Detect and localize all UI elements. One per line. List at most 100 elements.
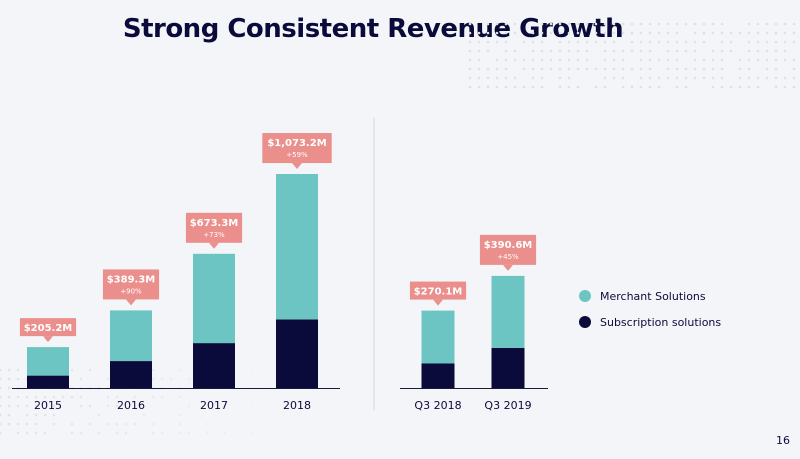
decor-dot — [694, 50, 697, 53]
decor-dot — [712, 86, 715, 89]
decor-dot — [107, 396, 110, 399]
decor-dot — [541, 23, 544, 26]
decor-dot — [613, 41, 616, 44]
decor-dot — [523, 41, 526, 44]
decor-dot — [134, 396, 137, 399]
decor-dot — [478, 77, 481, 80]
bar-merchant — [422, 311, 455, 364]
decor-dot — [559, 32, 562, 35]
decor-dot — [667, 41, 670, 44]
decor-dot — [649, 77, 652, 80]
decor-dot — [775, 77, 778, 80]
decor-dot — [667, 50, 670, 53]
decor-dot — [622, 86, 625, 89]
decor-dot — [622, 50, 625, 53]
decor-dot — [514, 23, 517, 26]
decor-dot — [215, 396, 218, 399]
bar-subscription — [110, 361, 152, 388]
decor-dot — [658, 86, 661, 89]
callout-pointer — [433, 300, 443, 306]
decor-dot — [595, 32, 598, 35]
decor-dot — [260, 369, 263, 372]
decor-dot — [721, 59, 724, 62]
decor-dot — [784, 86, 787, 89]
decor-dot — [152, 423, 155, 426]
decor-dot — [505, 86, 508, 89]
decor-dot — [730, 32, 733, 35]
decor-dot — [532, 41, 535, 44]
legend-label: Merchant Solutions — [600, 290, 706, 303]
decor-dot — [631, 23, 634, 26]
decor-dot — [622, 68, 625, 71]
decor-dot — [694, 59, 697, 62]
decor-dot — [559, 50, 562, 53]
decor-dot — [532, 86, 535, 89]
decor-dot — [793, 86, 796, 89]
decor-dot — [613, 68, 616, 71]
decor-dot — [35, 414, 38, 417]
decor-dot — [568, 86, 571, 89]
decor-dot — [89, 423, 92, 426]
decor-dot — [8, 405, 11, 408]
decor-dot — [640, 68, 643, 71]
decor-dot — [739, 68, 742, 71]
decor-dot — [658, 77, 661, 80]
decor-dot — [595, 86, 598, 89]
decor-dot — [577, 59, 580, 62]
decor-dot — [775, 59, 778, 62]
decor-dot — [757, 86, 760, 89]
decor-dot — [748, 77, 751, 80]
annual-chart: 2015$205.2M2016$389.3M+90%2017$673.3M+73… — [12, 133, 340, 412]
decor-dot — [487, 41, 490, 44]
decor-dot — [53, 396, 56, 399]
decor-dot — [17, 432, 20, 435]
decor-dot — [784, 23, 787, 26]
decor-dot — [116, 396, 119, 399]
decor-dot — [469, 23, 472, 26]
decor-dot — [793, 59, 796, 62]
decor-dot — [505, 59, 508, 62]
decor-dot — [0, 432, 1, 435]
decor-dot — [730, 41, 733, 44]
decor-dot — [676, 23, 679, 26]
decor-dot — [712, 59, 715, 62]
decor-dot — [496, 23, 499, 26]
decor-dot — [721, 23, 724, 26]
decor-dot — [712, 68, 715, 71]
decor-dot — [143, 414, 146, 417]
decor-dot — [703, 68, 706, 71]
decor-dot — [775, 68, 778, 71]
decor-dot — [640, 32, 643, 35]
decor-dot — [604, 68, 607, 71]
decor-dot — [0, 378, 1, 381]
decor-dot — [649, 50, 652, 53]
decor-dot — [487, 68, 490, 71]
decor-dot — [541, 68, 544, 71]
decor-dot — [532, 68, 535, 71]
tick-label: 2016 — [117, 399, 145, 412]
decor-dot — [541, 86, 544, 89]
decor-dot — [8, 369, 11, 372]
bar-subscription — [492, 348, 525, 388]
slide: Strong Consistent Revenue Growth 2015 $20… — [0, 0, 800, 459]
decor-dot — [26, 396, 29, 399]
decor-dot — [505, 41, 508, 44]
decor-dot — [676, 77, 679, 80]
decor-dot — [71, 432, 74, 435]
decor-dot — [469, 50, 472, 53]
decor-dot — [550, 50, 553, 53]
decor-dot — [712, 50, 715, 53]
decor-dot — [0, 414, 1, 417]
decor-dot — [784, 59, 787, 62]
decor-dot — [586, 68, 589, 71]
decor-dot — [125, 432, 128, 435]
decor-dot — [505, 68, 508, 71]
decor-dot — [748, 50, 751, 53]
decor-dot — [793, 77, 796, 80]
decor-dot — [793, 68, 796, 71]
decor-dot — [712, 23, 715, 26]
callout-growth: +45% — [497, 253, 519, 261]
bar-subscription — [27, 376, 69, 388]
decor-dot — [179, 369, 182, 372]
decor-dot — [595, 41, 598, 44]
